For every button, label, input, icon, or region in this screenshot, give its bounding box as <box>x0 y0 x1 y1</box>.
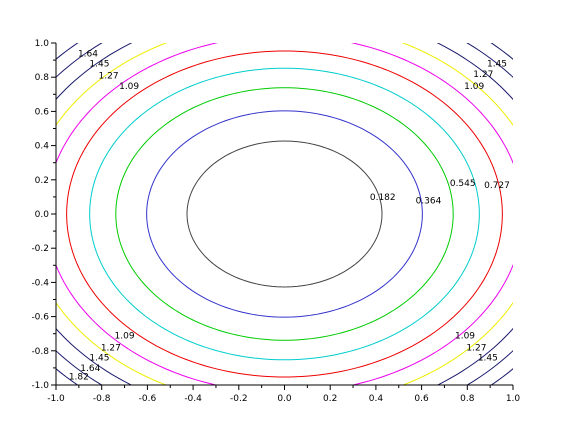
contour-line-3 <box>89 67 480 361</box>
x-tick-label-1: -0.8 <box>93 394 111 404</box>
contour-line-0 <box>186 140 383 288</box>
x-tick-label-10: 1.0 <box>506 394 521 404</box>
y-tick-label-10: 1.0 <box>35 39 50 49</box>
contour-label-5: 1.45 <box>89 60 109 70</box>
contour-label-10: 1.09 <box>464 82 484 92</box>
y-tick-label-8: 0.6 <box>35 107 50 117</box>
contour-label-6: 1.27 <box>99 71 119 81</box>
y-tick-label-3: -0.4 <box>31 278 49 288</box>
contour-label-17: 1.27 <box>466 343 486 353</box>
contour-label-4: 1.64 <box>78 49 98 59</box>
x-tick-label-4: -0.2 <box>230 394 248 404</box>
contour-label-12: 1.27 <box>101 343 121 353</box>
y-tick-label-5: 0.0 <box>35 210 50 220</box>
axes: -1.0 -0.8 -0.6 -0.4 -0.2 0.0 0.2 0.4 0.6 0.8 1.0 -1… <box>31 39 520 404</box>
contour-label-7: 1.09 <box>119 82 139 92</box>
y-tick-label-4: -0.2 <box>31 244 49 254</box>
contour-label-16: 1.09 <box>455 331 475 341</box>
y-tick-label-6: 0.2 <box>35 176 49 186</box>
contour-label-18: 1.45 <box>478 354 498 364</box>
y-tick-label-1: -0.8 <box>31 347 49 357</box>
x-tick-label-9: 0.8 <box>460 394 475 404</box>
x-tick-label-3: -0.4 <box>184 394 202 404</box>
y-tick-label-9: 0.8 <box>35 73 50 83</box>
contour-label-11: 1.09 <box>115 331 135 341</box>
y-tick-label-7: 0.4 <box>35 142 50 152</box>
contour-label-8: 1.45 <box>487 60 507 70</box>
contour-label-13: 1.45 <box>89 354 109 364</box>
contour-line-2 <box>115 87 454 341</box>
x-tick-label-2: -0.6 <box>139 394 157 404</box>
x-tick-label-5: 0.0 <box>277 394 292 404</box>
contour-line-6 <box>56 43 513 385</box>
y-tick-label-2: -0.6 <box>31 313 49 323</box>
contour-label-3: 0.727 <box>484 181 510 191</box>
contour-label-1: 0.364 <box>416 196 442 206</box>
x-tick-label-0: -1.0 <box>47 394 65 404</box>
x-tick-label-6: 0.2 <box>323 394 337 404</box>
contour-label-15: 1.82 <box>69 372 89 382</box>
contour-label-9: 1.27 <box>473 70 493 80</box>
contour-label-0: 0.182 <box>370 193 396 203</box>
x-tick-label-8: 0.6 <box>414 394 429 404</box>
contour-label-14: 1.64 <box>80 364 100 374</box>
contour-line-4 <box>66 50 503 378</box>
y-tick-label-0: -1.0 <box>31 381 49 391</box>
contour-label-2: 0.545 <box>450 179 476 189</box>
contour-line-1 <box>146 110 423 318</box>
x-tick-label-7: 0.4 <box>369 394 384 404</box>
contour-line-5 <box>56 43 513 385</box>
